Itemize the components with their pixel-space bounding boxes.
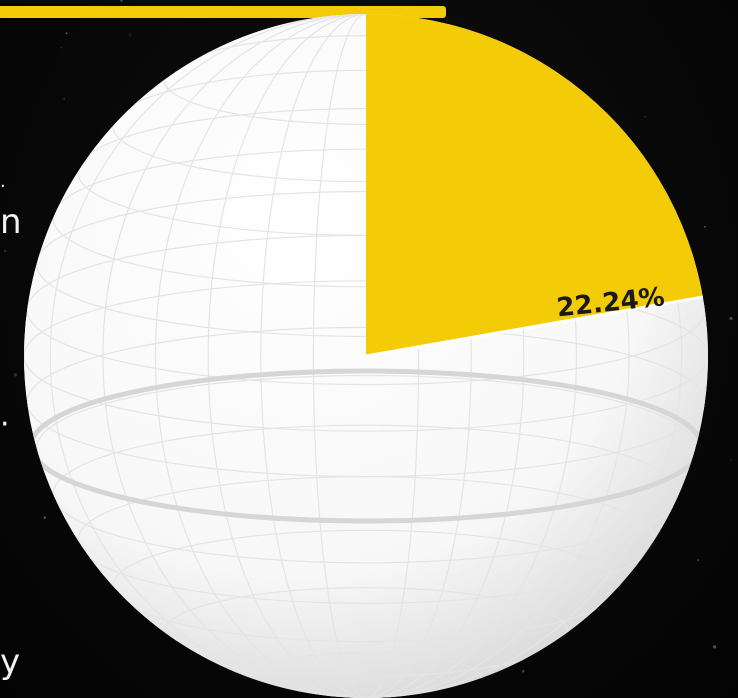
header-accent-bar [0, 6, 446, 18]
star [703, 225, 706, 228]
star [65, 32, 68, 35]
pie-slice-remainder [24, 14, 708, 698]
star [63, 97, 66, 100]
star [697, 559, 700, 562]
latitude-line [112, 529, 620, 643]
longitude-line [260, 14, 472, 698]
cropped-text-fragment: · [0, 407, 10, 442]
latitude-line [52, 424, 680, 564]
latitude-line [250, 651, 482, 698]
star [521, 669, 525, 673]
star [60, 46, 62, 49]
star [43, 516, 46, 519]
longitude-line [312, 14, 420, 698]
latitude-line [24, 280, 708, 432]
longitude-line [49, 14, 683, 698]
longitude-line [207, 14, 525, 698]
pie-slices [24, 14, 708, 698]
star [712, 645, 717, 649]
star [729, 316, 733, 321]
cropped-text-fragment: n [0, 202, 22, 242]
star [128, 33, 132, 37]
star [13, 373, 18, 377]
cropped-text-fragment: · [0, 176, 6, 197]
slice-edge [365, 295, 704, 358]
star [120, 0, 123, 2]
star [730, 459, 732, 461]
pie-slice-highlight [366, 14, 703, 356]
star [644, 116, 646, 118]
longitude-line [154, 14, 578, 698]
longitude-line [102, 14, 630, 698]
star [3, 249, 7, 253]
cropped-text-fragment: y [0, 642, 21, 682]
